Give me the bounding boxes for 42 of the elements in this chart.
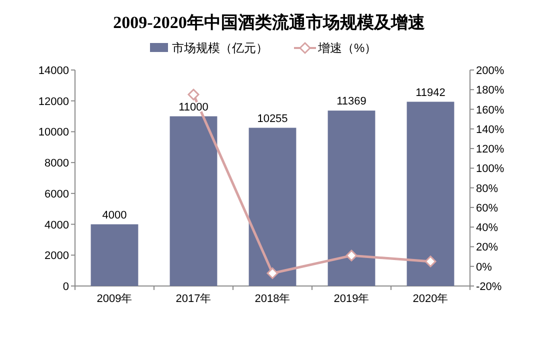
y-tick-label: 14000 xyxy=(38,65,69,77)
y2-tick-label: 0% xyxy=(476,261,492,274)
y2-tick-label: 100% xyxy=(476,163,504,176)
y2-tick-label: 180% xyxy=(476,84,504,97)
y-tick-label: 4000 xyxy=(44,219,69,232)
x-tick-label: 2019年 xyxy=(334,293,370,305)
y2-tick-label: 160% xyxy=(476,104,504,116)
chart-title: 2009-2020年中国酒类流通市场规模及增速 xyxy=(113,13,425,32)
bar xyxy=(328,110,376,286)
y-tick-label: 8000 xyxy=(44,158,69,170)
point xyxy=(266,267,278,279)
y2-tick-label: 140% xyxy=(476,124,504,136)
bar xyxy=(248,128,296,286)
x-tick-label: 2017年 xyxy=(176,293,212,305)
y2-tick-label: 200% xyxy=(476,65,504,77)
y2-tick-label: 20% xyxy=(476,242,498,254)
data-label: 11000 xyxy=(178,101,208,114)
data-label: 11942 xyxy=(416,86,446,99)
y-tick-label: 2000 xyxy=(44,250,69,262)
y-tick-label: 10000 xyxy=(38,126,69,139)
x-tick-label: 2018年 xyxy=(254,293,290,305)
data-label: 11369 xyxy=(336,96,366,108)
y2-tick-label: -20% xyxy=(476,281,502,293)
x-tick-label: 2009年 xyxy=(96,293,132,305)
point xyxy=(424,256,436,268)
bar xyxy=(170,116,218,286)
y2-tick-label: 80% xyxy=(476,182,498,195)
bar xyxy=(406,102,454,286)
y2-tick-label: 60% xyxy=(476,202,498,214)
point xyxy=(346,250,358,262)
data-label: 4000 xyxy=(102,209,127,222)
data-label: 10255 xyxy=(257,112,288,125)
y2-tick-label: 40% xyxy=(476,222,498,234)
legend-label: 市场规模（亿元） xyxy=(172,41,268,55)
y-tick-label: 0 xyxy=(62,281,69,293)
y-tick-label: 6000 xyxy=(44,188,69,200)
y-tick-label: 12000 xyxy=(38,96,69,108)
bar xyxy=(90,224,138,286)
y2-tick-label: 120% xyxy=(476,144,504,156)
point xyxy=(188,88,200,100)
x-tick-label: 2020年 xyxy=(412,293,448,305)
legend-label: 增速（%） xyxy=(317,41,377,55)
